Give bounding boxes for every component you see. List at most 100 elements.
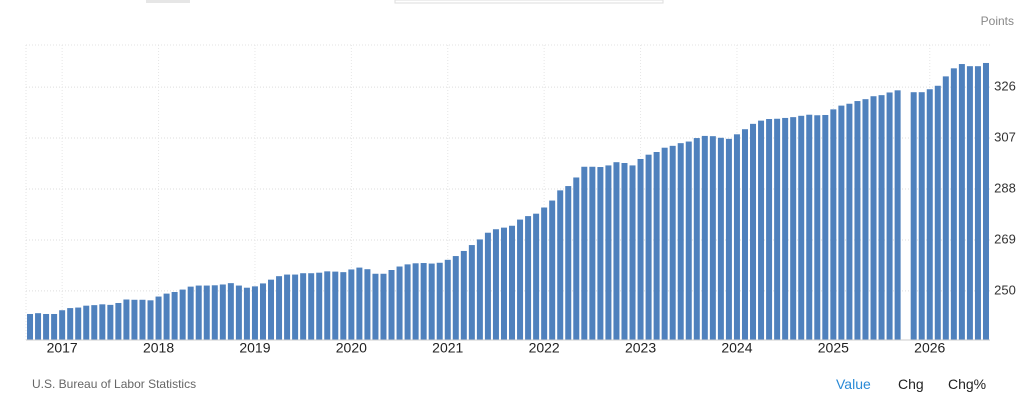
bar (894, 90, 901, 340)
bar (316, 272, 323, 340)
bar (717, 137, 724, 340)
source: U.S. Bureau of Labor Statistics (32, 377, 196, 391)
bar (862, 99, 869, 340)
bar (934, 85, 941, 340)
bar (878, 95, 885, 341)
tab-value[interactable]: Value (836, 376, 871, 392)
bar (533, 213, 540, 340)
bar (846, 103, 853, 341)
bar (123, 299, 130, 340)
toolbar-edge (394, 0, 664, 4)
bar (99, 304, 106, 340)
bar (476, 239, 483, 340)
bar (910, 92, 917, 340)
bar (388, 270, 395, 340)
bar (444, 259, 451, 340)
bar (733, 134, 740, 340)
bar (195, 285, 202, 340)
x-tick-label: 2017 (47, 340, 78, 356)
bar (284, 274, 291, 340)
bar (629, 165, 636, 340)
bar (179, 289, 186, 340)
bar (653, 152, 660, 340)
bar (886, 92, 893, 340)
tab-chg-pct[interactable]: Chg% (948, 376, 987, 392)
bar (259, 283, 266, 340)
bar (774, 118, 781, 340)
bar (645, 154, 652, 340)
bar (131, 299, 138, 340)
bar (203, 285, 210, 340)
bar (420, 263, 427, 340)
bar (187, 286, 194, 340)
bar (27, 313, 34, 340)
bar (268, 279, 275, 340)
x-tick-label: 2024 (721, 340, 752, 356)
bar (822, 114, 829, 340)
bar (332, 271, 339, 340)
bar (830, 109, 837, 340)
toolbar-edge (146, 0, 190, 3)
bar (701, 135, 708, 340)
bar (396, 266, 403, 340)
bar (356, 267, 363, 340)
bar (59, 310, 66, 340)
bar (982, 62, 989, 341)
bar (918, 92, 925, 340)
bar (709, 136, 716, 340)
tab-chg[interactable]: Chg (898, 376, 924, 392)
bar (340, 272, 347, 340)
bar (790, 117, 797, 341)
x-tick-label: 2022 (529, 340, 560, 356)
bar (115, 302, 122, 340)
bar (211, 285, 218, 340)
x-tick-label: 2018 (143, 340, 174, 356)
bar (83, 305, 90, 340)
bar (685, 141, 692, 340)
bar (219, 284, 226, 340)
bar (468, 245, 475, 340)
bar (669, 145, 676, 340)
x-tick-label: 2023 (625, 340, 656, 356)
bar (243, 287, 250, 340)
bar (51, 313, 58, 340)
bar (573, 177, 580, 340)
bar (525, 216, 532, 340)
bar (155, 296, 162, 340)
bar (500, 227, 507, 340)
bar (235, 285, 242, 340)
bar (605, 165, 612, 340)
x-tick-label: 2025 (818, 340, 849, 356)
bar (35, 313, 42, 340)
bar (589, 166, 596, 340)
x-tick-label: 2021 (432, 340, 463, 356)
bar (364, 269, 371, 340)
bar (541, 207, 548, 340)
bar (75, 307, 82, 340)
bar (412, 263, 419, 340)
y-unit: Points (981, 14, 1014, 28)
bar (91, 305, 98, 340)
bar (621, 163, 628, 340)
bar (147, 300, 154, 340)
bar (171, 291, 178, 340)
bar (950, 68, 957, 340)
bar (276, 276, 283, 340)
bar (854, 101, 861, 340)
bar (966, 66, 973, 340)
bar (292, 274, 299, 340)
x-tick-label: 2020 (336, 340, 367, 356)
bar (782, 117, 789, 340)
bar (251, 286, 258, 340)
bar (67, 308, 74, 340)
bar (798, 115, 805, 340)
bar (492, 229, 499, 340)
bar (838, 105, 845, 340)
bar (227, 283, 234, 340)
bar (509, 225, 516, 340)
y-tick-label: 326 (994, 79, 1016, 94)
bar (597, 167, 604, 340)
bar (677, 143, 684, 340)
